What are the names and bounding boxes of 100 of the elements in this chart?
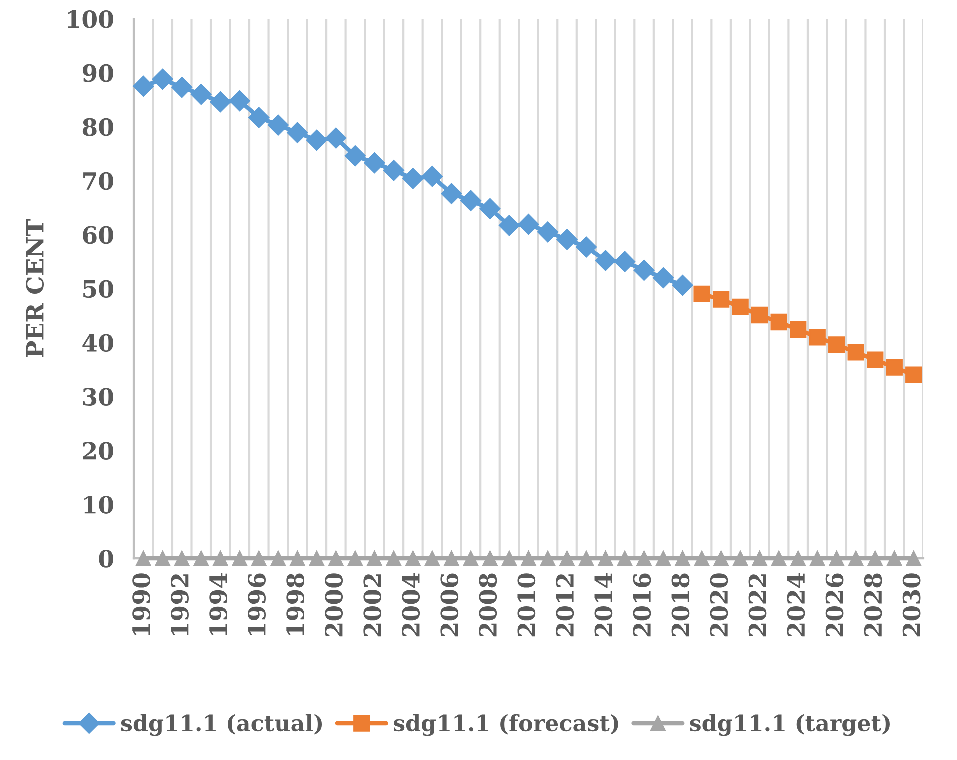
point — [348, 550, 364, 566]
x-tick-label: 2026 — [826, 574, 844, 637]
x-tick-label: 1998 — [286, 574, 305, 636]
x-tick-label: 2028 — [864, 574, 882, 637]
y-tick-label: 70 — [84, 172, 114, 190]
point — [232, 550, 248, 566]
point — [694, 286, 710, 303]
point — [174, 550, 190, 566]
x-tick-label: 2012 — [556, 574, 574, 637]
point — [328, 550, 344, 566]
point — [364, 152, 386, 174]
point — [828, 336, 846, 354]
x-tick-label: 2006 — [440, 574, 459, 637]
y-tick-label: 100 — [68, 10, 114, 28]
point — [617, 550, 633, 566]
y-tick-label: 60 — [83, 226, 114, 244]
point — [614, 251, 636, 272]
point — [771, 550, 787, 566]
point — [653, 267, 674, 289]
point — [212, 550, 228, 566]
point — [868, 550, 884, 566]
point — [152, 68, 174, 90]
x-tick-label: 2024 — [787, 573, 806, 637]
legend-label: sdg11.1 (actual) — [121, 714, 322, 736]
point — [136, 550, 152, 566]
point — [714, 550, 729, 566]
point — [344, 146, 366, 167]
point — [540, 550, 556, 566]
y-tick-label: 90 — [82, 64, 114, 82]
point — [290, 550, 306, 566]
point — [463, 550, 479, 566]
x-tick-label: 2000 — [325, 574, 344, 637]
y-tick-label: 80 — [82, 118, 114, 136]
point — [386, 550, 402, 566]
point — [424, 550, 440, 566]
y-tick-label: 10 — [84, 496, 114, 514]
point — [675, 550, 690, 566]
point — [306, 130, 328, 151]
point — [172, 77, 193, 98]
x-tick-label: 2016 — [633, 574, 652, 637]
point — [732, 298, 749, 316]
point — [441, 183, 462, 204]
point — [326, 128, 347, 149]
legend-label: sdg11.1 (forecast) — [394, 714, 618, 736]
x-tick-label: 2008 — [479, 574, 498, 637]
point — [560, 550, 575, 566]
x-tick-label: 2002 — [364, 574, 382, 637]
y-tick-label: 20 — [83, 442, 114, 460]
point — [867, 352, 884, 368]
point — [886, 550, 902, 566]
y-tick-label: 50 — [84, 280, 114, 298]
x-tick-label: 1994 — [210, 573, 228, 636]
point — [595, 250, 616, 272]
y-axis-title: PER CENT — [26, 219, 44, 358]
point — [732, 550, 748, 566]
point — [480, 198, 501, 220]
y-tick-label: 0 — [99, 550, 114, 568]
point — [576, 236, 598, 258]
x-tick-label: 2010 — [518, 574, 536, 637]
x-tick-label: 2020 — [710, 574, 728, 637]
point — [367, 550, 382, 566]
point — [751, 306, 768, 324]
point — [598, 550, 614, 566]
point — [460, 190, 482, 212]
point — [309, 550, 325, 566]
point — [406, 550, 421, 566]
point — [906, 366, 922, 384]
x-tick-label: 2014 — [594, 573, 613, 637]
point — [886, 359, 903, 376]
point — [752, 550, 768, 566]
point — [636, 550, 652, 566]
point — [848, 550, 864, 566]
point — [229, 90, 250, 112]
point — [248, 107, 270, 128]
y-tick-label: 40 — [82, 334, 114, 352]
point — [521, 550, 536, 566]
point — [252, 550, 267, 566]
point — [712, 291, 730, 308]
point — [810, 550, 826, 566]
point — [656, 550, 672, 566]
x-tick-label: 2004 — [402, 573, 420, 637]
point — [444, 550, 460, 566]
y-tick-label: 30 — [83, 388, 114, 406]
x-tick-label: 2022 — [748, 574, 767, 637]
point — [770, 314, 788, 331]
point — [498, 215, 520, 236]
x-tick-label: 2018 — [672, 574, 690, 637]
point — [155, 550, 171, 566]
point — [790, 321, 807, 338]
point — [790, 550, 806, 566]
point — [502, 550, 518, 566]
point — [194, 550, 210, 566]
point — [518, 214, 540, 236]
point — [694, 550, 710, 566]
point — [287, 122, 308, 144]
point — [210, 92, 232, 113]
point — [578, 550, 594, 566]
point — [537, 222, 559, 243]
point — [906, 550, 922, 566]
x-tick-label: 1990 — [132, 574, 150, 636]
